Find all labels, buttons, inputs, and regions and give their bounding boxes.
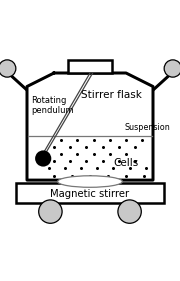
Polygon shape xyxy=(27,73,153,180)
Text: Rotating
pendulum: Rotating pendulum xyxy=(31,96,74,115)
Ellipse shape xyxy=(58,176,122,187)
Circle shape xyxy=(39,200,62,223)
Bar xyxy=(16,183,164,203)
Text: Magnetic stirrer: Magnetic stirrer xyxy=(50,189,130,199)
Circle shape xyxy=(118,200,141,223)
Circle shape xyxy=(164,60,180,77)
Bar xyxy=(68,60,112,73)
Circle shape xyxy=(35,150,51,167)
Text: Stirrer flask: Stirrer flask xyxy=(81,90,142,99)
Text: Cells: Cells xyxy=(113,158,139,168)
Circle shape xyxy=(0,60,16,77)
Text: Suspension: Suspension xyxy=(124,123,170,132)
